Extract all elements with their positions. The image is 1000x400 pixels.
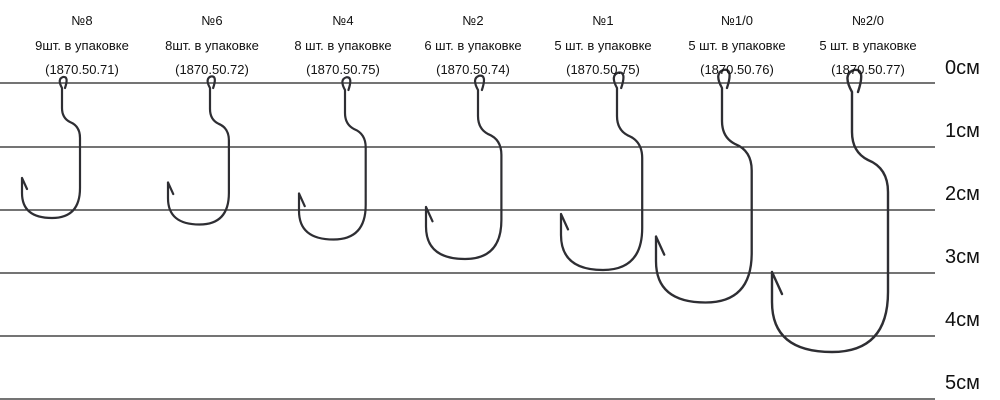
ruler-label: 5см [945,372,980,394]
hook-code: (1870.50.77) [831,62,905,77]
ruler-label: 0см [945,57,980,79]
hook-number: №8 [71,13,92,28]
hook-number: №1/0 [721,13,753,28]
hook-code: (1870.50.75) [306,62,380,77]
hook-number: №2/0 [852,13,884,28]
hook-code: (1870.50.71) [45,62,119,77]
hook [424,74,503,261]
hook [654,68,753,304]
hook-count: 5 шт. в упаковке [688,38,785,53]
hook-count: 9шт. в упаковке [35,38,129,53]
hook-code: (1870.50.75) [566,62,640,77]
ruler-label: 2см [945,183,980,205]
ruler-lines [0,82,935,400]
hook [559,71,644,272]
hook-number: №6 [201,13,222,28]
hook-number: №2 [462,13,483,28]
hook [770,68,890,354]
hook-number: №1 [592,13,613,28]
hook [297,76,367,241]
ruler-label: 3см [945,246,980,268]
hook-count: 8шт. в упаковке [165,38,259,53]
hook-count: 5 шт. в упаковке [819,38,916,53]
hook-number: №4 [332,13,353,28]
hook-count: 6 шт. в упаковке [424,38,521,53]
hook-code: (1870.50.72) [175,62,249,77]
ruler-label: 1см [945,120,980,142]
hook-code: (1870.50.76) [700,62,774,77]
ruler-label: 4см [945,309,980,331]
hooks [20,68,890,354]
hook-count: 8 шт. в упаковке [294,38,391,53]
hook-code: (1870.50.74) [436,62,510,77]
hook [166,75,231,226]
hook-count: 5 шт. в упаковке [554,38,651,53]
